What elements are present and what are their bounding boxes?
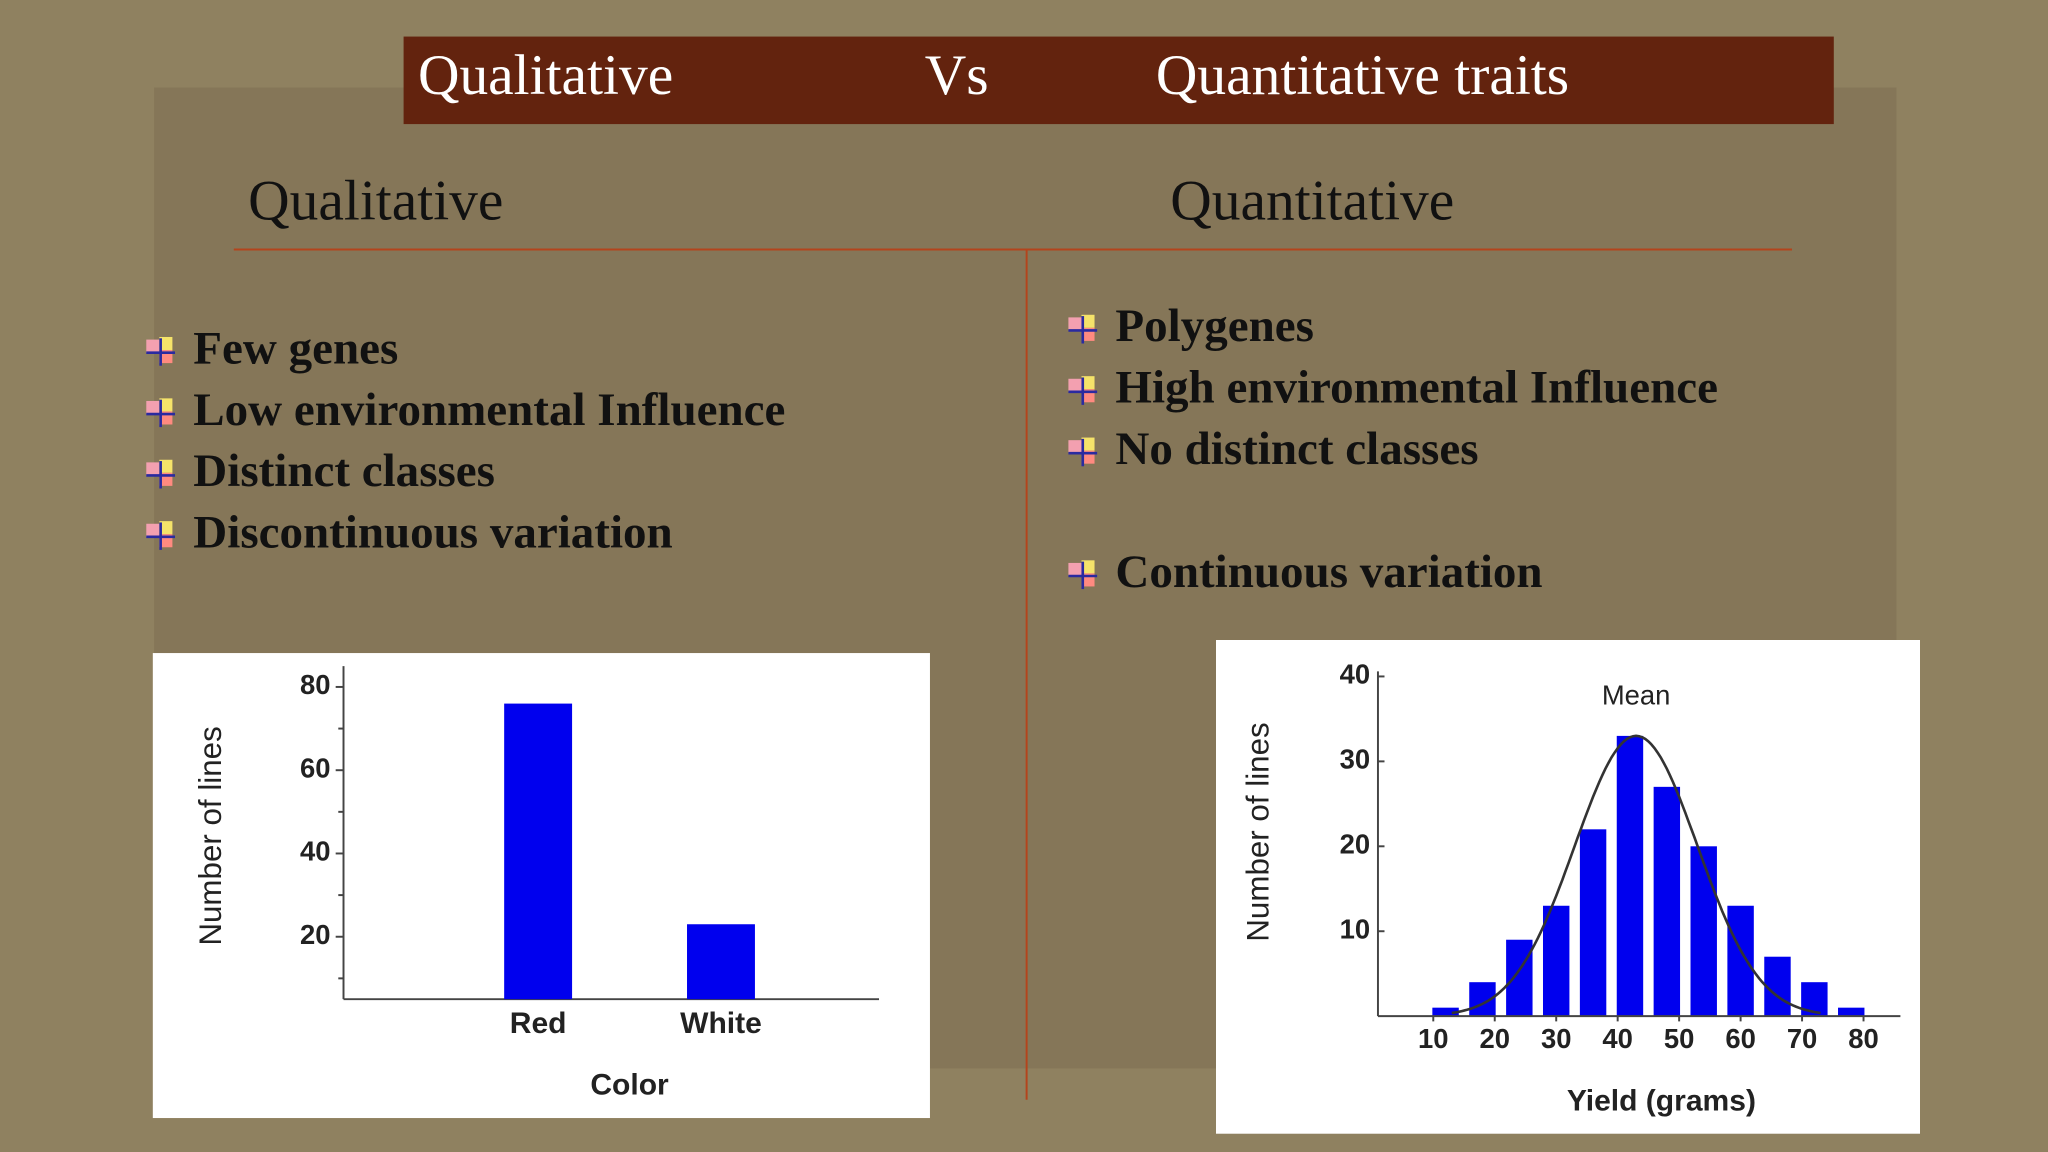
y-tick-label: 10 [1340,913,1370,944]
title-part: Qualitative [418,44,673,107]
bullet-icon [1068,562,1082,576]
y-tick-label: 20 [1340,829,1370,860]
title-part: Quantitative traits [1156,44,1569,107]
x-tick-label: 20 [1479,1023,1509,1054]
bar [504,703,573,1000]
x-tick-label: 70 [1787,1023,1817,1054]
y-tick-label: 40 [1340,659,1370,690]
column-heading: Quantitative [1170,170,1454,233]
y-axis-label: Number of lines [193,726,228,945]
bullet-icon [1068,317,1082,331]
bullet-text: Discontinuous variation [193,507,672,559]
bar [687,924,755,1000]
bullet-text: High environmental Influence [1115,362,1718,414]
histogram-bar [1616,735,1644,1017]
bullet-icon [159,336,173,351]
y-tick-label: 40 [300,836,330,867]
bullet-icon [159,521,173,535]
histogram-bar [1506,939,1533,1017]
bullet-icon [1081,560,1095,574]
x-tick-label: Red [510,1007,567,1040]
histogram-bar [1542,905,1570,1017]
y-tick-label: 80 [300,669,330,700]
y-axis-label: Number of lines [1241,722,1276,941]
bullet-text: Polygenes [1115,300,1314,352]
x-tick-label: 60 [1725,1023,1755,1054]
bullet-icon [1081,376,1095,390]
x-axis-label: Yield (grams) [1567,1084,1756,1117]
bullet-icon [1081,437,1095,451]
column-heading: Qualitative [248,170,503,233]
bullet-icon [146,462,160,476]
histogram-bar [1653,786,1681,1017]
bullet-icon [159,398,173,412]
histogram-bar [1432,1007,1459,1017]
histogram-bar [1690,846,1717,1017]
x-tick-label: 40 [1602,1023,1632,1054]
bullet-icon [159,459,173,473]
bullet-text: Distinct classes [193,445,495,497]
bullet-text: Low environmental Influence [193,384,785,436]
bullet-icon [146,523,160,537]
bullet-icon [1081,314,1095,328]
histogram-bar [1764,956,1791,1017]
x-tick-label: White [680,1007,762,1040]
x-tick-label: 50 [1664,1023,1694,1054]
y-tick-label: 20 [300,919,330,950]
fit-curve [1451,734,1821,1015]
y-tick-label: 60 [300,752,330,783]
x-axis-label: Color [590,1069,669,1102]
histogram-bar [1727,905,1754,1017]
title-part: Vs [925,44,989,107]
x-tick-label: 10 [1418,1023,1448,1054]
chart-box [1216,640,1920,1134]
histogram-bar [1579,829,1607,1017]
annotation: Mean [1602,680,1671,711]
y-tick-label: 30 [1340,744,1370,775]
x-tick-label: 30 [1541,1023,1571,1054]
bullet-icon [146,400,160,415]
bullet-icon [1068,440,1082,454]
bullet-text: Few genes [193,322,398,374]
x-tick-label: 80 [1848,1023,1878,1054]
bullet-icon [1068,378,1082,392]
bullet-text: No distinct classes [1115,423,1478,475]
histogram-bar [1838,1007,1865,1017]
bullet-icon [146,339,160,353]
title-bar [403,36,1834,125]
bullet-text: Continuous variation [1115,546,1542,598]
